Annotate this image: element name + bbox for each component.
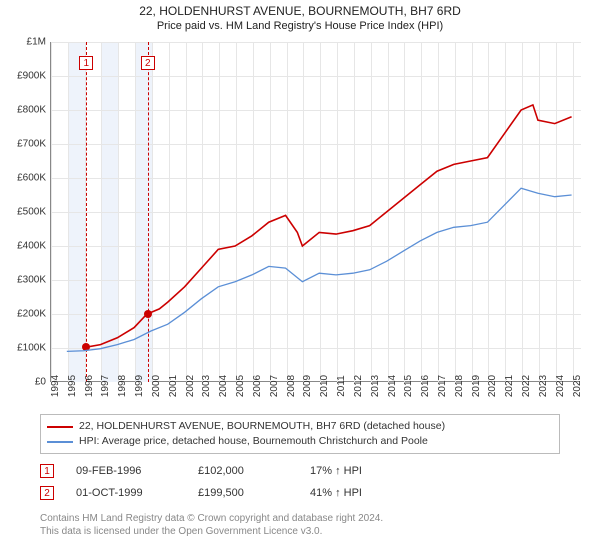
- chart-subtitle: Price paid vs. HM Land Registry's House …: [0, 20, 600, 32]
- x-axis-label: 2016: [420, 375, 431, 397]
- x-axis-label: 2008: [286, 375, 297, 397]
- sale-date: 01-OCT-1999: [76, 487, 176, 499]
- series-hpi: [67, 188, 572, 351]
- x-axis-label: 2022: [521, 375, 532, 397]
- x-axis-label: 2011: [336, 375, 347, 397]
- footer-line2: This data is licensed under the Open Gov…: [40, 525, 383, 538]
- x-axis-label: 2000: [151, 375, 162, 397]
- sale-row: 1 09-FEB-1996 £102,000 17% ↑ HPI: [40, 460, 410, 482]
- x-axis-label: 2012: [353, 375, 364, 397]
- sale-date: 09-FEB-1996: [76, 465, 176, 477]
- x-axis-label: 1995: [67, 375, 78, 397]
- legend-item: HPI: Average price, detached house, Bour…: [47, 434, 553, 449]
- y-axis-label: £0: [35, 377, 46, 388]
- x-axis-label: 2014: [387, 375, 398, 397]
- x-axis-label: 2009: [302, 375, 313, 397]
- legend-label: 22, HOLDENHURST AVENUE, BOURNEMOUTH, BH7…: [79, 419, 445, 434]
- x-axis-label: 1999: [134, 375, 145, 397]
- x-axis-label: 2002: [185, 375, 196, 397]
- y-axis-label: £400K: [17, 241, 46, 252]
- title-block: 22, HOLDENHURST AVENUE, BOURNEMOUTH, BH7…: [0, 0, 600, 32]
- x-axis-label: 2001: [168, 375, 179, 397]
- y-axis-label: £900K: [17, 71, 46, 82]
- chart-title-address: 22, HOLDENHURST AVENUE, BOURNEMOUTH, BH7…: [0, 4, 600, 18]
- sale-marker: 2: [40, 486, 54, 500]
- y-axis-label: £800K: [17, 105, 46, 116]
- x-axis-label: 1998: [117, 375, 128, 397]
- y-axis-label: £300K: [17, 275, 46, 286]
- footer-attribution: Contains HM Land Registry data © Crown c…: [40, 512, 383, 538]
- sale-marker: 1: [40, 464, 54, 478]
- y-axis-label: £200K: [17, 309, 46, 320]
- y-axis-label: £100K: [17, 343, 46, 354]
- x-axis-label: 2004: [218, 375, 229, 397]
- series-price_paid: [85, 105, 571, 347]
- sales-table: 1 09-FEB-1996 £102,000 17% ↑ HPI 2 01-OCT-199…: [40, 460, 410, 504]
- footer-line1: Contains HM Land Registry data © Crown c…: [40, 512, 383, 525]
- x-axis-label: 2006: [252, 375, 263, 397]
- chart-lines: [50, 42, 580, 382]
- y-axis-label: £500K: [17, 207, 46, 218]
- x-axis-label: 2018: [454, 375, 465, 397]
- x-axis-label: 2019: [471, 375, 482, 397]
- x-axis-label: 2013: [370, 375, 381, 397]
- x-axis-label: 2007: [269, 375, 280, 397]
- x-axis-label: 2024: [555, 375, 566, 397]
- x-axis-label: 2010: [319, 375, 330, 397]
- legend-swatch: [47, 441, 73, 443]
- chart-area: 12 £0£100K£200K£300K£400K£500K£600K£700K…: [50, 42, 580, 404]
- legend: 22, HOLDENHURST AVENUE, BOURNEMOUTH, BH7…: [40, 414, 560, 454]
- y-axis-label: £1M: [27, 37, 46, 48]
- chart-container: 22, HOLDENHURST AVENUE, BOURNEMOUTH, BH7…: [0, 0, 600, 560]
- x-axis-label: 2021: [504, 375, 515, 397]
- sale-pct-vs-hpi: 41% ↑ HPI: [310, 487, 410, 499]
- sale-pct-vs-hpi: 17% ↑ HPI: [310, 465, 410, 477]
- x-axis-label: 2005: [235, 375, 246, 397]
- legend-item: 22, HOLDENHURST AVENUE, BOURNEMOUTH, BH7…: [47, 419, 553, 434]
- x-axis-label: 2020: [487, 375, 498, 397]
- x-axis-label: 2023: [538, 375, 549, 397]
- legend-label: HPI: Average price, detached house, Bour…: [79, 434, 428, 449]
- sale-row: 2 01-OCT-1999 £199,500 41% ↑ HPI: [40, 482, 410, 504]
- legend-swatch: [47, 426, 73, 428]
- x-axis-label: 1994: [50, 375, 61, 397]
- sale-price: £102,000: [198, 465, 288, 477]
- x-axis-label: 2003: [201, 375, 212, 397]
- y-axis-label: £700K: [17, 139, 46, 150]
- y-axis-label: £600K: [17, 173, 46, 184]
- x-axis-label: 1996: [84, 375, 95, 397]
- x-axis-label: 2017: [437, 375, 448, 397]
- x-axis-label: 2015: [403, 375, 414, 397]
- sale-price: £199,500: [198, 487, 288, 499]
- x-axis-label: 2025: [572, 375, 583, 397]
- x-axis-label: 1997: [100, 375, 111, 397]
